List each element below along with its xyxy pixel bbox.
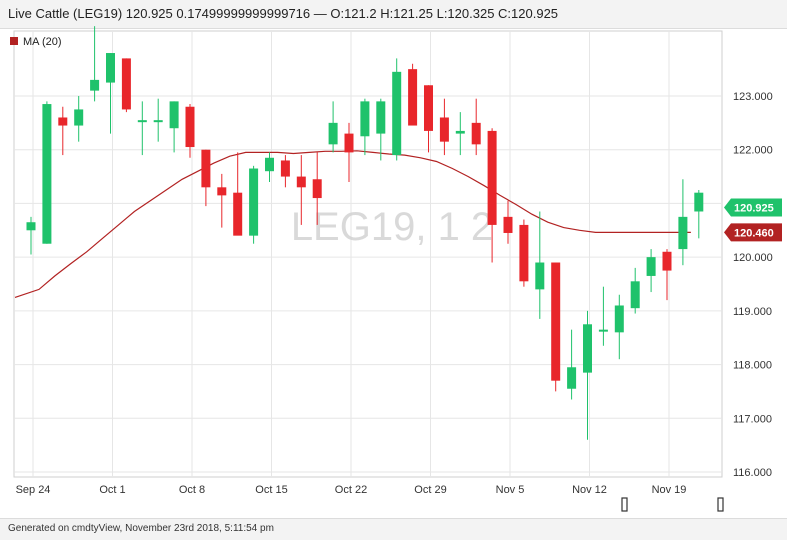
- candle-body: [471, 122, 481, 145]
- y-tick-label: 120.000: [733, 252, 773, 264]
- candle-body: [630, 281, 640, 309]
- candle-body: [153, 120, 163, 123]
- candle-body: [614, 305, 624, 333]
- candle-body: [503, 216, 513, 233]
- candle-body: [662, 251, 672, 271]
- candle-body: [169, 101, 179, 129]
- candle-body: [424, 85, 433, 131]
- candle-body: [376, 101, 386, 134]
- plot-area: [13, 30, 723, 478]
- candle-body: [249, 168, 259, 236]
- candle-body: [42, 104, 52, 244]
- legend-label: MA (20): [23, 36, 62, 48]
- candle-body: [328, 122, 338, 145]
- candle-body: [201, 149, 211, 188]
- x-tick-label: Oct 29: [414, 484, 446, 496]
- candle-body: [74, 109, 84, 126]
- x-tick-label: Oct 22: [335, 484, 367, 496]
- footer-text: Generated on cmdtyView, November 23rd 20…: [8, 523, 274, 534]
- candle-body: [567, 367, 577, 389]
- candle-body: [296, 176, 306, 188]
- last-price-label-bg: [724, 198, 782, 217]
- x-tick-label: Nov 12: [572, 484, 607, 496]
- y-tick-label: 119.000: [733, 306, 772, 318]
- candle-body: [519, 224, 529, 282]
- x-tick-label: Sep 24: [16, 484, 51, 496]
- candle-body: [360, 101, 370, 137]
- candle-body: [137, 120, 147, 123]
- ma-value-label: 120.460: [734, 227, 774, 239]
- x-tick-label: Nov 19: [652, 484, 687, 496]
- chart-canvas: 123.000122.000121.000120.000119.000118.0…: [10, 26, 782, 512]
- y-tick-label: 117.000: [733, 413, 772, 425]
- scroll-handle-left[interactable]: [621, 497, 628, 512]
- candle-body: [694, 192, 704, 212]
- candle-body: [598, 329, 608, 332]
- candle-body: [265, 157, 274, 172]
- candle-body: [90, 79, 100, 91]
- candle-body: [583, 324, 592, 373]
- candle-body: [185, 106, 195, 148]
- candle-body: [106, 53, 115, 83]
- candle-body: [26, 222, 36, 231]
- candle-body: [487, 130, 497, 225]
- x-tick-label: Oct 8: [179, 484, 205, 496]
- y-tick-label: 122.000: [733, 145, 773, 157]
- y-tick-label: 123.000: [733, 91, 773, 103]
- candle-body: [439, 117, 449, 142]
- candle-body: [58, 117, 68, 126]
- candle-body: [551, 262, 561, 381]
- candle-body: [392, 71, 402, 156]
- ma-line: [14, 150, 691, 298]
- x-tick-label: Oct 15: [255, 484, 287, 496]
- candle-body: [678, 216, 688, 250]
- candle-body: [408, 69, 418, 126]
- candle-body: [535, 262, 545, 290]
- candle-body: [312, 179, 322, 199]
- title-bar: Live Cattle (LEG19) 120.925 0.1749999999…: [0, 0, 787, 29]
- x-tick-label: Nov 5: [496, 484, 525, 496]
- y-tick-label: 116.000: [733, 467, 772, 479]
- watermark: LEG19, 1 2: [291, 205, 493, 249]
- x-tick-label: Oct 1: [99, 484, 125, 496]
- legend-swatch: [10, 37, 18, 45]
- y-tick-label: 118.000: [733, 360, 772, 372]
- candle-body: [646, 257, 656, 276]
- candle-body: [121, 58, 131, 110]
- candle-body: [217, 187, 227, 196]
- candle-body: [233, 192, 243, 236]
- scroll-handle-right[interactable]: [717, 497, 724, 512]
- candle-body: [455, 130, 465, 134]
- ma-value-label-bg: [724, 223, 782, 242]
- candle-body: [280, 160, 290, 177]
- candle-body: [344, 133, 354, 153]
- footer-bar: Generated on cmdtyView, November 23rd 20…: [0, 518, 787, 540]
- chart-title: Live Cattle (LEG19) 120.925 0.1749999999…: [8, 6, 559, 21]
- last-price-label: 120.925: [734, 202, 774, 214]
